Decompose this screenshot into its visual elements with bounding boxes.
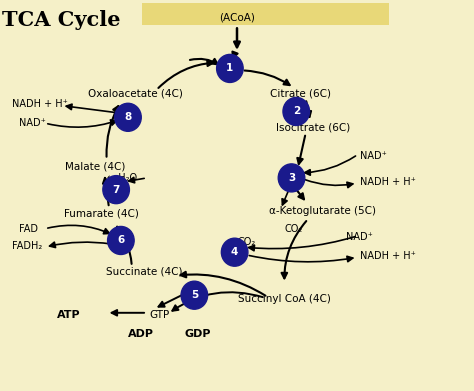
- Text: 4: 4: [231, 247, 238, 257]
- Text: 8: 8: [124, 112, 132, 122]
- Text: Oxaloacetate (4C): Oxaloacetate (4C): [88, 89, 182, 99]
- Text: ← H₂O: ← H₂O: [107, 173, 137, 183]
- Ellipse shape: [103, 176, 129, 204]
- Text: GTP: GTP: [149, 310, 170, 320]
- Text: GDP: GDP: [185, 329, 211, 339]
- Text: ATP: ATP: [57, 310, 81, 320]
- Ellipse shape: [115, 103, 141, 131]
- Text: NADH + H⁺: NADH + H⁺: [12, 99, 68, 109]
- Text: NAD⁺: NAD⁺: [19, 118, 46, 128]
- Text: CO₂: CO₂: [284, 224, 303, 234]
- Text: Isocitrate (6C): Isocitrate (6C): [276, 122, 350, 132]
- Text: FAD: FAD: [19, 224, 38, 234]
- Text: 2: 2: [292, 106, 300, 117]
- Text: 6: 6: [117, 235, 125, 246]
- Text: NADH + H⁺: NADH + H⁺: [360, 177, 416, 187]
- Text: Citrate (6C): Citrate (6C): [271, 89, 331, 99]
- Ellipse shape: [221, 238, 248, 266]
- Ellipse shape: [181, 281, 208, 309]
- Ellipse shape: [217, 54, 243, 83]
- Text: NADH + H⁺: NADH + H⁺: [360, 251, 416, 261]
- Text: (ACoA): (ACoA): [219, 13, 255, 23]
- Text: CO₂: CO₂: [237, 237, 255, 248]
- Text: FADH₂: FADH₂: [12, 241, 42, 251]
- Text: α-Ketoglutarate (5C): α-Ketoglutarate (5C): [269, 206, 376, 216]
- Text: NAD⁺: NAD⁺: [346, 231, 373, 242]
- Text: Succinyl CoA (4C): Succinyl CoA (4C): [238, 294, 331, 304]
- Text: 1: 1: [226, 63, 234, 74]
- Ellipse shape: [283, 97, 310, 126]
- Text: 7: 7: [112, 185, 120, 195]
- FancyBboxPatch shape: [142, 3, 389, 25]
- Text: TCA Cycle: TCA Cycle: [2, 10, 121, 30]
- Text: 5: 5: [191, 290, 198, 300]
- Text: ADP: ADP: [128, 329, 154, 339]
- Text: NAD⁺: NAD⁺: [360, 151, 387, 161]
- Text: Fumarate (4C): Fumarate (4C): [64, 208, 139, 218]
- Text: Succinate (4C): Succinate (4C): [106, 267, 183, 277]
- Text: 3: 3: [288, 173, 295, 183]
- Ellipse shape: [108, 226, 134, 255]
- Ellipse shape: [278, 164, 305, 192]
- Text: Malate (4C): Malate (4C): [64, 161, 125, 171]
